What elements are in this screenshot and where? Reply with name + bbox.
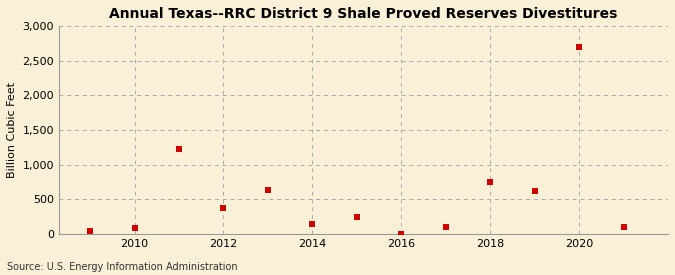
Point xyxy=(307,222,318,226)
Point xyxy=(396,231,407,236)
Point xyxy=(218,206,229,211)
Point xyxy=(574,45,585,49)
Point xyxy=(173,147,184,151)
Point xyxy=(263,188,273,192)
Title: Annual Texas--RRC District 9 Shale Proved Reserves Divestitures: Annual Texas--RRC District 9 Shale Prove… xyxy=(109,7,618,21)
Text: Source: U.S. Energy Information Administration: Source: U.S. Energy Information Administ… xyxy=(7,262,238,272)
Point xyxy=(129,226,140,230)
Point xyxy=(440,225,451,229)
Point xyxy=(485,180,495,184)
Point xyxy=(618,225,629,230)
Point xyxy=(352,214,362,219)
Y-axis label: Billion Cubic Feet: Billion Cubic Feet xyxy=(7,82,17,178)
Point xyxy=(529,189,540,193)
Point xyxy=(84,229,95,233)
